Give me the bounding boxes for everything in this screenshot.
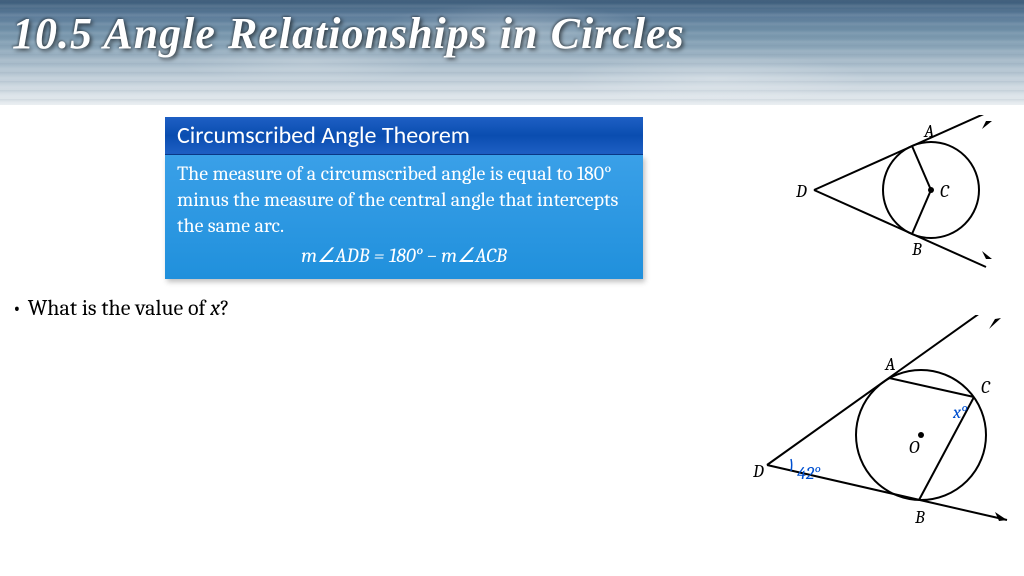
- label-C: C: [940, 181, 950, 202]
- question-line: •What is the value of x?: [12, 295, 229, 321]
- label-B2: B: [914, 507, 925, 528]
- slide-banner: 10.5 Angle Relationships in Circles: [0, 0, 1024, 105]
- theorem-box: Circumscribed Angle Theorem The measure …: [165, 117, 643, 279]
- label-C2: C: [981, 377, 991, 398]
- label-angle-42: 42°: [797, 463, 821, 484]
- label-D2: D: [752, 461, 764, 482]
- question-suffix: ?: [220, 295, 229, 321]
- bullet-icon: •: [12, 295, 22, 321]
- label-B: B: [911, 239, 922, 260]
- label-O: O: [909, 437, 920, 458]
- theorem-body: The measure of a circumscribed angle is …: [165, 155, 643, 279]
- diagram-top: A B C D: [796, 115, 1006, 275]
- slide-title: 10.5 Angle Relationships in Circles: [12, 8, 685, 59]
- theorem-header: Circumscribed Angle Theorem: [165, 117, 643, 155]
- label-A2: A: [884, 354, 896, 375]
- question-prefix: What is the value of: [28, 295, 211, 321]
- question-variable: x: [210, 295, 220, 321]
- diagram-bottom: A B C D O 42° x°: [749, 315, 1014, 545]
- theorem-formula: m∠ADB = 180° − m∠ACB: [177, 239, 631, 269]
- label-D: D: [796, 181, 807, 202]
- label-A: A: [923, 121, 935, 142]
- theorem-text: The measure of a circumscribed angle is …: [177, 161, 631, 239]
- label-angle-x: x°: [952, 402, 968, 423]
